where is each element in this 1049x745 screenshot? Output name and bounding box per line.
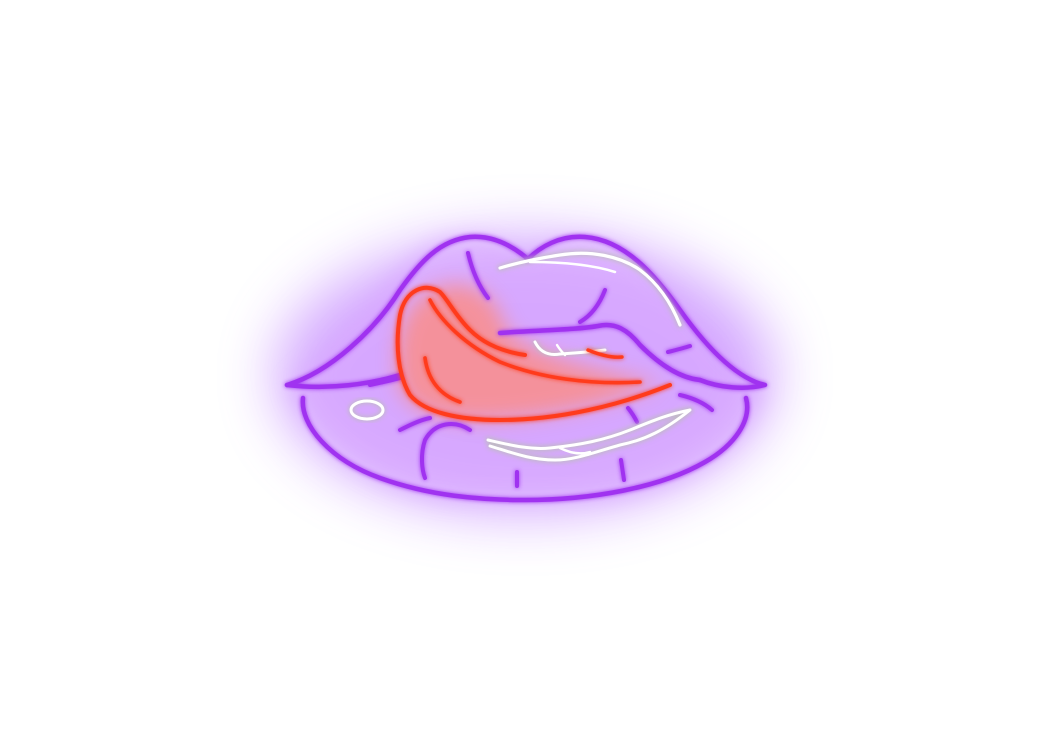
tongue <box>395 285 672 422</box>
lower-lip <box>300 393 750 503</box>
upper-lip <box>284 234 768 390</box>
tongue-glow <box>397 284 660 420</box>
lower-lip-highlights <box>348 398 693 463</box>
